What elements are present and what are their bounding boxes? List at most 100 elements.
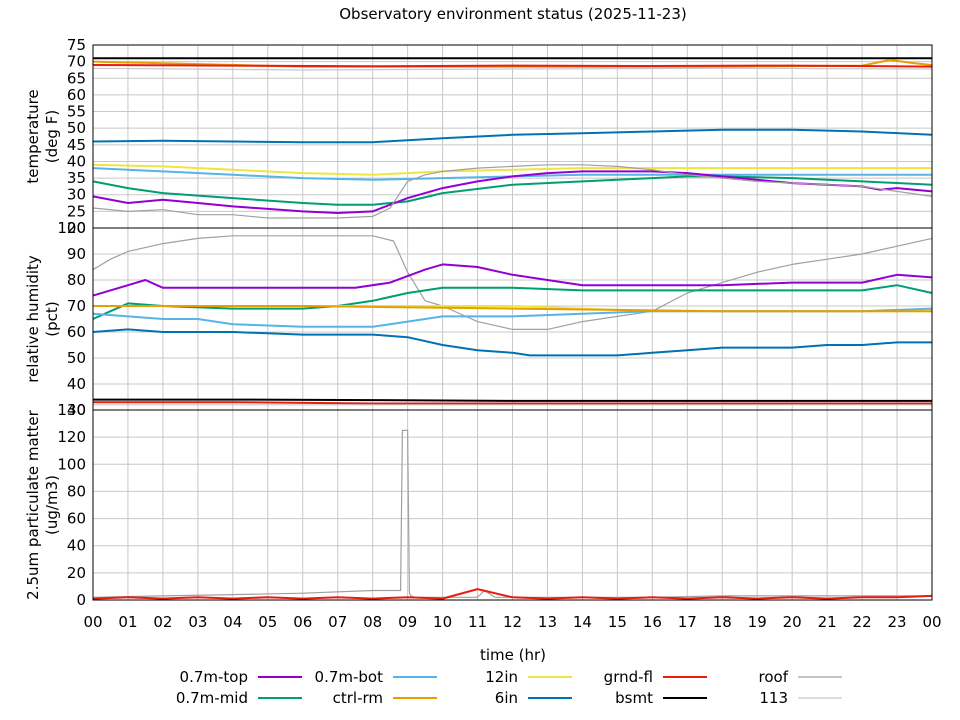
series-line-6in <box>92 328 932 357</box>
legend-item-0.7m-bot: 0.7m-bot <box>315 668 437 686</box>
x-tick-label: 14 <box>573 613 592 631</box>
series-line-ctrl-rm <box>93 305 932 313</box>
x-tick-label: 00 <box>922 613 941 631</box>
panel-frame <box>92 409 933 601</box>
y-tick-label: 25 <box>67 202 86 220</box>
legend-item-grnd-fl: grnd-fl <box>604 668 707 686</box>
legend-item-0.7m-top: 0.7m-top <box>180 668 302 686</box>
x-tick-label: 09 <box>398 613 417 631</box>
x-tick-label: 02 <box>153 613 172 631</box>
y-tick-label: 40 <box>67 537 86 555</box>
y-tick-label: 65 <box>67 69 86 87</box>
x-tick-label: 04 <box>223 613 242 631</box>
x-tick-label: 19 <box>748 613 767 631</box>
y-axis-label: relative humidity <box>24 255 42 383</box>
legend-label: 0.7m-mid <box>176 689 248 707</box>
series-line-grnd-fl <box>92 588 933 600</box>
y-tick-label: 40 <box>67 375 86 393</box>
y-tick-label: 60 <box>67 510 86 528</box>
series-line-bsmt <box>93 398 932 402</box>
x-tick-label: 06 <box>293 613 312 631</box>
y-axis-label: (ug/m3) <box>43 475 61 535</box>
x-tick-label: 01 <box>118 613 137 631</box>
series-line-0.7m-mid <box>92 175 933 206</box>
y-tick-label: 80 <box>67 482 86 500</box>
legend-label: 12in <box>485 668 518 686</box>
legend-label: 6in <box>495 689 518 707</box>
y-tick-label: 140 <box>57 401 86 419</box>
y-tick-label: 30 <box>67 186 86 204</box>
x-tick-label: 20 <box>783 613 802 631</box>
x-tick-label: 07 <box>328 613 347 631</box>
series-line-grnd-fl <box>92 64 933 68</box>
series-line-6in <box>92 128 933 144</box>
legend-label: 0.7m-bot <box>315 668 384 686</box>
y-tick-label: 55 <box>67 103 86 121</box>
y-tick-label: 100 <box>57 455 86 473</box>
y-tick-label: 60 <box>67 86 86 104</box>
series-line-roof <box>92 235 933 330</box>
y-tick-label: 50 <box>67 349 86 367</box>
x-tick-label: 22 <box>853 613 872 631</box>
legend-item-6in: 6in <box>495 689 572 707</box>
legend-label: 113 <box>759 689 788 707</box>
y-tick-label: 70 <box>67 53 86 71</box>
x-tick-label: 13 <box>538 613 557 631</box>
panel-2: 0 20 40 60 80 100 120 140 2.5um particulate matt… <box>24 401 933 609</box>
x-tick-label: 21 <box>818 613 837 631</box>
series-line-0.7m-top <box>92 263 933 297</box>
x-tick-label: 12 <box>503 613 522 631</box>
series-line-113 <box>92 67 933 71</box>
legend-label: 0.7m-top <box>180 668 248 686</box>
y-axis-label: (deg F) <box>43 110 61 163</box>
y-tick-label: 30 <box>67 401 86 419</box>
legend: 0.7m-top 0.7m-mid 0.7m-bot ctrl-rm 12in 6in gr… <box>176 668 842 707</box>
x-tick-labels: 00 01 02 03 04 05 06 07 08 09 10 11 12 13 14 15 16 17 18 19… <box>83 613 941 631</box>
panel-1: 30 40 50 60 70 80 90 100 relative humidity (pct) <box>24 219 933 419</box>
x-tick-label: 05 <box>258 613 277 631</box>
legend-item-bsmt: bsmt <box>615 689 707 707</box>
y-tick-label: 100 <box>57 219 86 237</box>
x-tick-label: 03 <box>188 613 207 631</box>
y-tick-label: 80 <box>67 271 86 289</box>
x-tick-label: 18 <box>713 613 732 631</box>
y-tick-label: 40 <box>67 152 86 170</box>
legend-label: grnd-fl <box>604 668 653 686</box>
x-tick-label: 00 <box>83 613 102 631</box>
legend-item-12in: 12in <box>485 668 572 686</box>
x-tick-label: 08 <box>363 613 382 631</box>
y-tick-label: 90 <box>67 245 86 263</box>
chart-title: Observatory environment status (2025-11-… <box>339 5 687 23</box>
y-axis-label: temperature <box>24 89 42 183</box>
y-tick-label: 70 <box>67 297 86 315</box>
x-tick-label: 15 <box>608 613 627 631</box>
y-tick-label: 20 <box>67 219 86 237</box>
series-line-12in <box>92 163 932 176</box>
legend-label: ctrl-rm <box>333 689 383 707</box>
legend-item-roof: roof <box>759 668 842 686</box>
series-line-grnd-fl <box>93 401 932 405</box>
legend-label: roof <box>759 668 789 686</box>
y-tick-label: 0 <box>76 591 86 609</box>
y-tick-label: 120 <box>57 428 86 446</box>
y-tick-label: 75 <box>67 36 86 54</box>
y-tick-label: 20 <box>67 564 86 582</box>
x-tick-label: 23 <box>887 613 906 631</box>
y-tick-label: 60 <box>67 323 86 341</box>
y-tick-label: 50 <box>67 119 86 137</box>
legend-item-113: 113 <box>759 689 842 707</box>
y-tick-label: 35 <box>67 169 86 187</box>
legend-item-ctrl-rm: ctrl-rm <box>333 689 437 707</box>
x-tick-label: 10 <box>433 613 452 631</box>
y-axis-label: 2.5um particulate matter <box>24 409 42 599</box>
y-axis-label: (pct) <box>43 301 61 336</box>
legend-label: bsmt <box>615 689 653 707</box>
legend-item-0.7m-mid: 0.7m-mid <box>176 689 302 707</box>
x-tick-label: 17 <box>678 613 697 631</box>
series-line-roof <box>92 164 933 219</box>
x-axis-label: time (hr) <box>480 646 546 664</box>
x-tick-label: 11 <box>468 613 487 631</box>
